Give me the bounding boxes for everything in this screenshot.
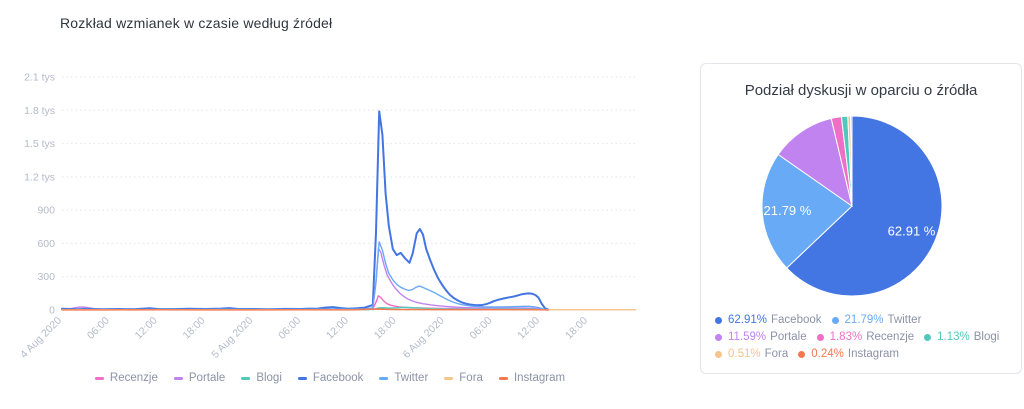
x-axis-tick: 06:00	[85, 315, 112, 342]
legend-dash-icon	[498, 376, 508, 380]
legend-dot-icon	[715, 333, 722, 341]
legend-percent: 1.13%	[937, 331, 970, 343]
sources-pie-card: Podział dyskusji w oparciu o źródła 62.9…	[700, 63, 1022, 374]
x-axis-tick: 18:00	[563, 315, 590, 342]
y-axis-tick: 300	[37, 271, 55, 283]
legend-label: Portale	[188, 372, 226, 384]
y-axis-tick: 0	[49, 305, 55, 317]
mentions-line-chart: 2.1 tys 1.8 tys 1.5 tys 1.2 tys 900 600 300 04 …	[18, 72, 638, 360]
line-legend-item-twitter[interactable]: Twitter	[379, 372, 428, 384]
series-line-instagram	[61, 308, 549, 311]
legend-label: Facebook	[771, 314, 822, 326]
x-axis-tick: 12:00	[133, 315, 160, 342]
line-legend-item-fora[interactable]: Fora	[444, 372, 483, 384]
line-legend-item-recenzje[interactable]: Recenzje	[94, 372, 158, 384]
legend-dot-icon	[831, 316, 839, 324]
y-axis-tick: 1.5 tys	[24, 138, 55, 150]
legend-label: Blogi	[973, 331, 1000, 343]
pie-chart-legend: 62.91% Facebook 21.79% Twitter 11.59% Portale…	[701, 312, 1021, 362]
legend-percent: 21.79%	[844, 314, 884, 326]
legend-dot-icon	[816, 333, 824, 341]
series-line-portale	[61, 247, 549, 311]
x-axis-tick: 6 Aug 2020	[401, 315, 447, 360]
line-legend-item-portale[interactable]: Portale	[173, 372, 226, 384]
legend-label: Recenzje	[866, 331, 915, 343]
x-axis-tick: 18:00	[181, 315, 208, 342]
legend-label: Blogi	[256, 372, 282, 384]
y-axis-tick: 1.8 tys	[24, 105, 55, 117]
pie-legend-item-portale[interactable]: 11.59% Portale	[715, 329, 807, 345]
pie-slice-label: 62.91 %	[888, 224, 936, 239]
line-legend-item-instagram[interactable]: Instagram	[498, 372, 566, 384]
line-chart-legend: Recenzje Portale Blogi Facebook Twitter Fora I…	[0, 372, 660, 384]
line-legend-item-blogi[interactable]: Blogi	[241, 372, 282, 384]
y-axis-tick: 1.2 tys	[24, 171, 55, 183]
x-axis-tick: 18:00	[372, 315, 399, 342]
legend-dash-icon	[379, 376, 389, 380]
series-line-twitter	[61, 241, 549, 311]
legend-label: Instagram	[513, 372, 566, 384]
legend-dot-icon	[715, 316, 722, 324]
sources-pie-chart: 62.91 % 21.79 %	[761, 115, 943, 297]
y-axis-tick: 900	[37, 205, 55, 217]
pie-slice-twitter[interactable]	[761, 153, 853, 269]
legend-label: Instagram	[847, 348, 900, 360]
x-axis-tick: 12:00	[515, 315, 542, 342]
x-axis-tick: 12:00	[324, 315, 351, 342]
series-line-facebook	[61, 110, 550, 311]
legend-dot-icon	[798, 350, 806, 358]
x-axis-tick: 06:00	[276, 315, 303, 342]
legend-dash-icon	[241, 376, 251, 380]
pie-slice-instagram[interactable]	[850, 115, 853, 207]
x-axis-tick: 5 Aug 2020	[209, 315, 255, 360]
legend-label: Facebook	[312, 372, 364, 384]
legend-dash-icon	[94, 376, 104, 380]
pie-slice-facebook[interactable]	[786, 115, 943, 297]
legend-label: Recenzje	[109, 372, 158, 384]
pie-legend-item-blogi[interactable]: 1.13% Blogi	[924, 329, 999, 345]
pie-legend-item-instagram[interactable]: 0.24% Instagram	[798, 346, 899, 362]
pie-legend-item-facebook[interactable]: 62.91% Facebook	[715, 312, 822, 328]
line-chart-title: Rozkład wzmianek w czasie według źródeł	[60, 15, 333, 31]
legend-label: Twitter	[887, 314, 922, 326]
x-axis-tick: 06:00	[467, 315, 494, 342]
pie-legend-item-fora[interactable]: 0.51% Fora	[715, 346, 788, 362]
legend-percent: 0.24%	[811, 348, 844, 360]
legend-dash-icon	[173, 376, 183, 380]
legend-percent: 0.51%	[728, 348, 761, 360]
legend-percent: 11.59%	[728, 331, 767, 343]
pie-slice-label: 21.79 %	[764, 203, 812, 218]
mentions-over-time-panel: Rozkład wzmianek w czasie według źródeł …	[0, 15, 660, 384]
legend-label: Twitter	[394, 372, 429, 384]
pie-chart-title: Podział dyskusji w oparciu o źródła	[744, 82, 978, 99]
legend-label: Fora	[764, 348, 789, 360]
line-legend-item-facebook[interactable]: Facebook	[297, 372, 364, 384]
legend-dot-icon	[924, 333, 932, 341]
x-axis-tick: 4 Aug 2020	[18, 315, 64, 360]
legend-dash-icon	[444, 376, 454, 380]
legend-dot-icon	[715, 350, 722, 358]
legend-dash-icon	[297, 376, 307, 380]
pie-slice-portale[interactable]	[777, 117, 853, 208]
y-axis-tick: 2.1 tys	[24, 72, 55, 84]
pie-legend-item-recenzje[interactable]: 1.83% Recenzje	[816, 329, 915, 345]
legend-percent: 1.83%	[829, 331, 863, 343]
y-axis-tick: 600	[37, 238, 55, 250]
legend-label: Portale	[770, 331, 807, 343]
legend-label: Fora	[459, 372, 483, 384]
pie-legend-item-twitter[interactable]: 21.79% Twitter	[831, 312, 922, 328]
legend-percent: 62.91%	[728, 314, 768, 326]
